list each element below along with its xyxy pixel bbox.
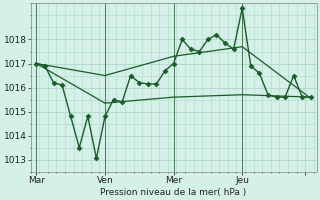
X-axis label: Pression niveau de la mer( hPa ): Pression niveau de la mer( hPa ): [100, 188, 247, 197]
